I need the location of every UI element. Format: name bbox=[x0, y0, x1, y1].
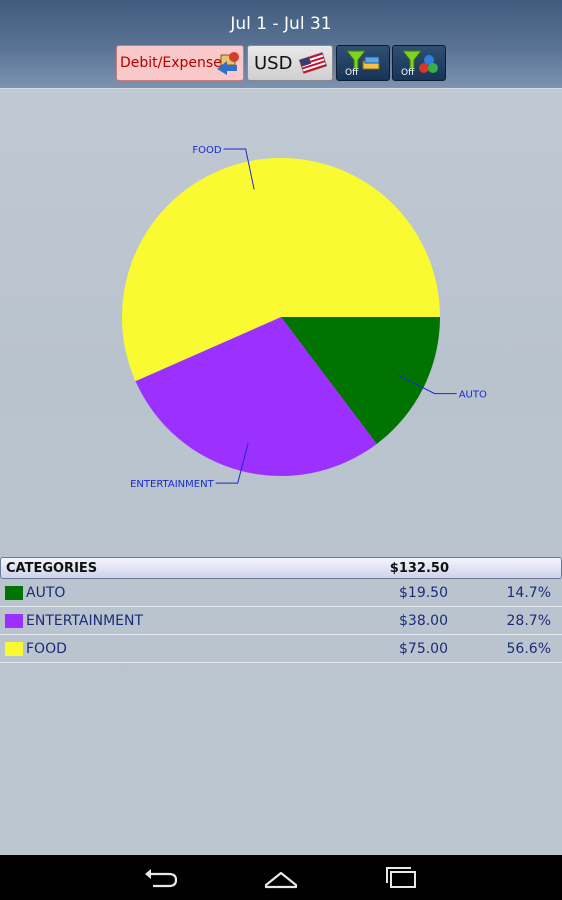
filter1-state: Off bbox=[345, 68, 359, 78]
category-percent: 14.7% bbox=[506, 584, 551, 601]
category-amount: $19.50 bbox=[399, 584, 448, 601]
currency-label: USD bbox=[254, 52, 293, 74]
debit-expense-button[interactable]: Debit/Expense bbox=[116, 45, 244, 81]
category-filter-button[interactable]: Off bbox=[392, 45, 446, 81]
back-icon[interactable] bbox=[141, 865, 181, 891]
pie-label-entertainment: ENTERTAINMENT bbox=[130, 479, 214, 490]
category-swatch bbox=[5, 585, 23, 600]
currency-button[interactable]: USD bbox=[247, 45, 333, 81]
table-row[interactable]: AUTO $19.50 14.7% bbox=[0, 579, 562, 607]
us-flag-icon bbox=[299, 52, 328, 74]
account-filter-button[interactable]: Off bbox=[336, 45, 390, 81]
table-row[interactable]: ENTERTAINMENT $38.00 28.7% bbox=[0, 607, 562, 635]
pie-slice-auto[interactable] bbox=[281, 317, 440, 444]
pie-chart-svg[interactable]: AUTO ENTERTAINMENT FOOD bbox=[0, 89, 562, 549]
table-row[interactable]: FOOD $75.00 56.6% bbox=[0, 635, 562, 663]
category-table: CATEGORIES $132.50 AUTO $19.50 14.7% ENT… bbox=[0, 557, 562, 663]
filter2-state: Off bbox=[401, 68, 415, 78]
funnel-categories-icon bbox=[401, 50, 438, 73]
pie-leader-food bbox=[223, 148, 255, 190]
pie-chart[interactable]: AUTO ENTERTAINMENT FOOD bbox=[0, 89, 562, 549]
category-swatch bbox=[5, 613, 23, 628]
category-swatch bbox=[5, 641, 23, 656]
pie-slice-food[interactable] bbox=[122, 158, 440, 382]
funnel-accounts-icon bbox=[345, 50, 380, 71]
transfer-icon bbox=[217, 52, 239, 75]
category-amount: $38.00 bbox=[399, 612, 448, 629]
pie-leader-entertainment bbox=[215, 443, 249, 484]
table-header: CATEGORIES $132.50 bbox=[0, 557, 562, 579]
category-amount: $75.00 bbox=[399, 640, 448, 657]
recent-apps-icon[interactable] bbox=[381, 865, 421, 891]
debit-expense-label: Debit/Expense bbox=[120, 55, 222, 71]
category-percent: 56.6% bbox=[506, 640, 551, 657]
pie-slice-entertainment[interactable] bbox=[135, 317, 377, 476]
total-amount: $132.50 bbox=[389, 560, 449, 576]
category-name: AUTO bbox=[26, 584, 66, 601]
home-icon[interactable] bbox=[261, 865, 301, 891]
category-name: ENTERTAINMENT bbox=[26, 612, 144, 629]
date-range-title[interactable]: Jul 1 - Jul 31 bbox=[230, 14, 332, 34]
pie-label-auto: AUTO bbox=[459, 390, 487, 401]
pie-leader-auto bbox=[397, 374, 457, 395]
pie-label-food: FOOD bbox=[192, 145, 221, 156]
categories-header: CATEGORIES bbox=[6, 560, 98, 576]
system-nav-bar bbox=[0, 855, 562, 900]
category-percent: 28.7% bbox=[506, 612, 551, 629]
app-header: Jul 1 - Jul 31 Debit/Expense USD bbox=[0, 0, 562, 89]
category-name: FOOD bbox=[26, 640, 67, 657]
